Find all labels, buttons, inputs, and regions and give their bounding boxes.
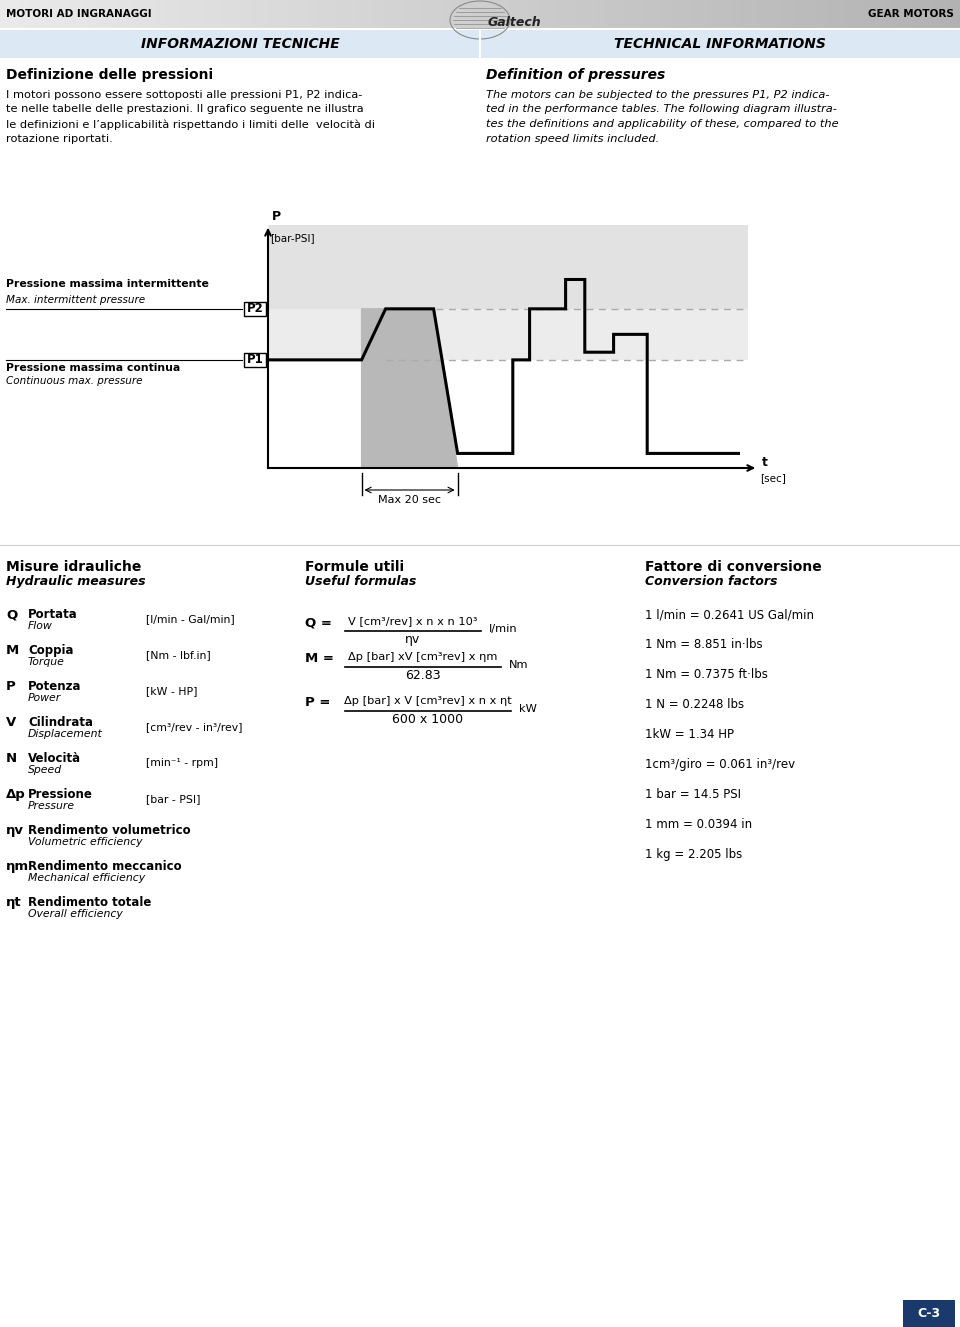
- Text: M: M: [6, 644, 19, 657]
- Bar: [244, 301, 266, 316]
- Text: te nelle tabelle delle prestazioni. Il grafico seguente ne illustra: te nelle tabelle delle prestazioni. Il g…: [6, 105, 364, 114]
- Text: Velocità: Velocità: [28, 752, 82, 764]
- Text: Speed: Speed: [28, 764, 62, 775]
- Bar: [268, 226, 748, 468]
- Bar: [268, 309, 748, 360]
- Text: Volumetric efficiency: Volumetric efficiency: [28, 837, 142, 847]
- Text: V: V: [6, 717, 16, 729]
- Text: V [cm³/rev] x n x n 10³: V [cm³/rev] x n x n 10³: [348, 616, 478, 626]
- Text: I motori possono essere sottoposti alle pressioni P1, P2 indica-: I motori possono essere sottoposti alle …: [6, 90, 362, 100]
- Text: Definizione delle pressioni: Definizione delle pressioni: [6, 68, 213, 82]
- Text: Rendimento meccanico: Rendimento meccanico: [28, 860, 181, 873]
- Text: Q: Q: [6, 608, 17, 621]
- Text: Galtech: Galtech: [488, 16, 541, 28]
- Text: 1 l/min = 0.2641 US Gal/min: 1 l/min = 0.2641 US Gal/min: [645, 608, 814, 621]
- Text: ted in the performance tables. The following diagram illustra-: ted in the performance tables. The follo…: [486, 105, 837, 114]
- Text: C-3: C-3: [918, 1307, 941, 1320]
- Text: Hydraulic measures: Hydraulic measures: [6, 575, 146, 588]
- Text: 1 Nm = 0.7375 ft·lbs: 1 Nm = 0.7375 ft·lbs: [645, 667, 768, 681]
- Text: kW: kW: [519, 705, 537, 714]
- Text: Coppia: Coppia: [28, 644, 74, 657]
- Text: P1: P1: [247, 353, 263, 366]
- Text: ηm: ηm: [6, 860, 29, 873]
- Text: N: N: [6, 752, 17, 764]
- Text: Δp [bar] xV [cm³rev] x ηm: Δp [bar] xV [cm³rev] x ηm: [348, 652, 497, 662]
- Text: Pressione massima continua: Pressione massima continua: [6, 362, 180, 373]
- Text: 1 mm = 0.0394 in: 1 mm = 0.0394 in: [645, 817, 752, 831]
- Bar: [903, 1300, 955, 1327]
- Text: 1 Nm = 8.851 in·lbs: 1 Nm = 8.851 in·lbs: [645, 638, 762, 652]
- Text: rotazione riportati.: rotazione riportati.: [6, 134, 112, 143]
- Bar: [244, 353, 266, 366]
- Text: Δp: Δp: [6, 788, 26, 802]
- Text: Overall efficiency: Overall efficiency: [28, 909, 123, 920]
- Text: Flow: Flow: [28, 621, 53, 632]
- Text: Displacement: Displacement: [28, 729, 103, 739]
- Text: P: P: [6, 679, 15, 693]
- Text: [bar-PSI]: [bar-PSI]: [270, 234, 315, 243]
- Text: l/min: l/min: [489, 624, 517, 634]
- Text: TECHNICAL INFORMATIONS: TECHNICAL INFORMATIONS: [614, 37, 826, 50]
- Text: M =: M =: [305, 652, 334, 665]
- Text: Nm: Nm: [509, 660, 529, 670]
- Text: le definizioni e l’applicabilità rispettando i limiti delle  velocità di: le definizioni e l’applicabilità rispett…: [6, 119, 375, 130]
- Text: t: t: [762, 456, 768, 470]
- Text: Potenza: Potenza: [28, 679, 82, 693]
- Text: Rendimento volumetrico: Rendimento volumetrico: [28, 824, 191, 837]
- Text: The motors can be subjected to the pressures P1, P2 indica-: The motors can be subjected to the press…: [486, 90, 829, 100]
- Text: [min⁻¹ - rpm]: [min⁻¹ - rpm]: [146, 758, 218, 768]
- Text: rotation speed limits included.: rotation speed limits included.: [486, 134, 660, 143]
- Text: 62.83: 62.83: [405, 669, 441, 682]
- Text: tes the definitions and applicability of these, compared to the: tes the definitions and applicability of…: [486, 119, 839, 129]
- Text: Mechanical efficiency: Mechanical efficiency: [28, 873, 145, 882]
- Text: GEAR MOTORS: GEAR MOTORS: [868, 9, 954, 19]
- Text: Power: Power: [28, 693, 61, 703]
- Text: Rendimento totale: Rendimento totale: [28, 896, 152, 909]
- Text: Fattore di conversione: Fattore di conversione: [645, 560, 822, 575]
- Text: [bar - PSI]: [bar - PSI]: [146, 794, 201, 804]
- Text: P =: P =: [305, 695, 330, 709]
- Text: Pressione: Pressione: [28, 788, 93, 802]
- Text: INFORMAZIONI TECNICHE: INFORMAZIONI TECNICHE: [140, 37, 340, 50]
- Text: 1kW = 1.34 HP: 1kW = 1.34 HP: [645, 729, 734, 740]
- Text: [l/min - Gal/min]: [l/min - Gal/min]: [146, 614, 235, 624]
- Text: [kW - HP]: [kW - HP]: [146, 686, 198, 695]
- Text: MOTORI AD INGRANAGGI: MOTORI AD INGRANAGGI: [6, 9, 152, 19]
- Text: 1 N = 0.2248 lbs: 1 N = 0.2248 lbs: [645, 698, 744, 711]
- Text: Formule utili: Formule utili: [305, 560, 404, 575]
- Text: 1 bar = 14.5 PSI: 1 bar = 14.5 PSI: [645, 788, 741, 802]
- Text: P: P: [272, 210, 281, 223]
- Text: [sec]: [sec]: [760, 472, 786, 483]
- Text: Pressione massima intermittente: Pressione massima intermittente: [6, 279, 209, 289]
- Bar: [0, 31, 960, 58]
- Polygon shape: [362, 309, 458, 468]
- Text: Max 20 sec: Max 20 sec: [378, 495, 441, 506]
- Text: ηv: ηv: [6, 824, 24, 837]
- Text: Max. intermittent pressure: Max. intermittent pressure: [6, 295, 145, 305]
- Text: Useful formulas: Useful formulas: [305, 575, 417, 588]
- Bar: [268, 360, 748, 468]
- Text: ηt: ηt: [6, 896, 22, 909]
- Text: Conversion factors: Conversion factors: [645, 575, 778, 588]
- Text: 1 kg = 2.205 lbs: 1 kg = 2.205 lbs: [645, 848, 742, 861]
- Text: Cilindrata: Cilindrata: [28, 717, 93, 729]
- Text: Misure idrauliche: Misure idrauliche: [6, 560, 141, 575]
- Text: Torque: Torque: [28, 657, 65, 667]
- Text: Q =: Q =: [305, 616, 332, 629]
- Text: Pressure: Pressure: [28, 802, 75, 811]
- Text: Portata: Portata: [28, 608, 78, 621]
- Text: 600 x 1000: 600 x 1000: [393, 713, 464, 726]
- Text: [cm³/rev - in³/rev]: [cm³/rev - in³/rev]: [146, 722, 243, 733]
- Text: Δp [bar] x V [cm³rev] x n x ηt: Δp [bar] x V [cm³rev] x n x ηt: [344, 695, 512, 706]
- Text: P2: P2: [247, 303, 263, 316]
- Text: [Nm - lbf.in]: [Nm - lbf.in]: [146, 650, 211, 660]
- Text: Definition of pressures: Definition of pressures: [486, 68, 665, 82]
- Text: Continuous max. pressure: Continuous max. pressure: [6, 376, 142, 386]
- Text: 1cm³/giro = 0.061 in³/rev: 1cm³/giro = 0.061 in³/rev: [645, 758, 795, 771]
- Text: ηv: ηv: [405, 633, 420, 646]
